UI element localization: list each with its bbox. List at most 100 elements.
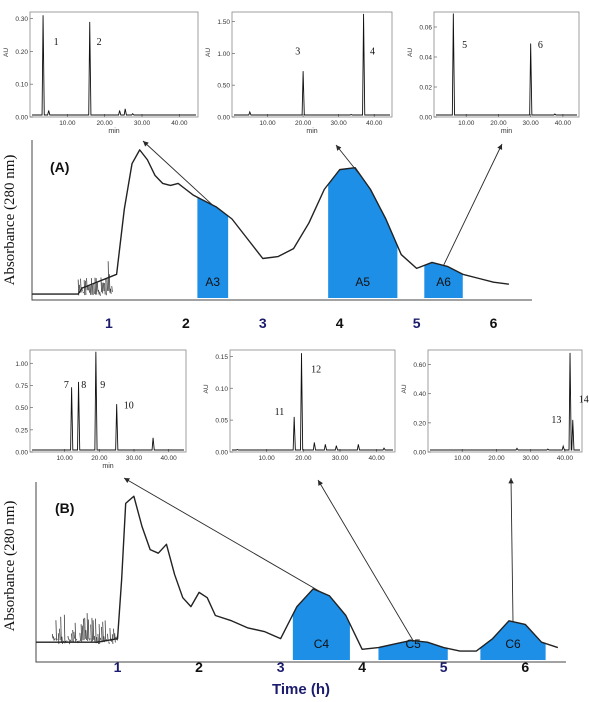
inset-frame — [29, 11, 199, 118]
y-tick-label: 0.25 — [15, 427, 28, 434]
chromatogram-trace — [234, 13, 390, 116]
y-tick-label: 0.40 — [413, 391, 426, 398]
x-tick-label: 20.00 — [295, 455, 312, 462]
y-tick-label: 1.00 — [15, 361, 28, 368]
chromatogram-trace — [436, 13, 577, 116]
x-tick-label: 10.00 — [259, 455, 276, 462]
pointer-arrow-A3 — [142, 140, 214, 206]
chromatogram-trace — [430, 352, 580, 451]
x-tick-label: 40.00 — [171, 120, 188, 127]
x-tick-label: 10.00 — [59, 120, 76, 127]
inset-chromatogram-insetC5: 0.00 0.05 0.10 0.15 10.00 20.00 30.00 40.00 AU 11… — [203, 349, 396, 462]
x-tick-label: 30.00 — [134, 120, 151, 127]
noise-trace — [51, 613, 119, 645]
absorbance-trace — [36, 495, 559, 652]
x-tick-label: 40.00 — [366, 120, 383, 127]
fraction-area-C4 — [292, 589, 350, 660]
x-tick-label: 30.00 — [523, 120, 540, 127]
x-tick-label: 2 — [182, 315, 190, 331]
inset-frame — [29, 349, 187, 453]
peak-label: 11 — [275, 407, 285, 418]
inset-chromatogram-insetA5: 0.00 0.50 1.00 1.50 10.00 20.00 30.00 40.00 AU mi… — [205, 11, 393, 135]
y-axis-label: Absorbance (280 nm) — [2, 155, 18, 286]
y-tick-label: 0.06 — [419, 25, 432, 32]
y-tick-label: 0.00 — [15, 115, 28, 122]
peak-label: 13 — [551, 415, 561, 426]
y-tick-label: 0.00 — [215, 450, 228, 457]
x-tick-label: 5 — [413, 315, 421, 331]
x-tick-label: 30.00 — [523, 455, 540, 462]
fraction-label-C6: C6 — [505, 637, 521, 651]
y-tick-label: 0.75 — [15, 383, 28, 390]
x-tick-label: 20.00 — [488, 455, 505, 462]
main-chart-panelA-main: A3 A5 A6 1 2 3 4 5 6 Absorbance (280 nm) (A) — [2, 140, 532, 331]
peak-label: 2 — [97, 37, 102, 48]
x-tick-label: 20.00 — [91, 455, 108, 462]
peak-label: 1 — [54, 37, 59, 48]
peak-label: 8 — [81, 380, 86, 391]
fraction-label-A3: A3 — [205, 275, 220, 289]
x-axis-label: min — [102, 463, 113, 470]
y-tick-label: 0.00 — [413, 450, 426, 457]
y-tick-label: 0.15 — [215, 354, 228, 361]
fraction-label-A6: A6 — [436, 275, 451, 289]
inset-frame — [231, 11, 393, 118]
chromatogram-trace — [32, 15, 196, 116]
y-tick-label: 1.00 — [217, 51, 230, 58]
x-tick-label: 10.00 — [458, 120, 475, 127]
fraction-area-A3 — [197, 197, 229, 298]
x-tick-label: 10.00 — [57, 455, 74, 462]
x-tick-label: 30.00 — [332, 455, 349, 462]
fraction-label-A5: A5 — [355, 275, 370, 289]
y-tick-label: 0.30 — [15, 16, 28, 23]
x-tick-label: 30.00 — [331, 120, 348, 127]
x-tick-label: 4 — [336, 315, 344, 331]
fraction-area-A6 — [424, 262, 463, 298]
pointer-arrow-C5 — [317, 479, 414, 641]
peak-label: 5 — [462, 40, 467, 51]
x-tick-label: 40.00 — [369, 455, 386, 462]
x-tick-label: 1 — [114, 659, 122, 675]
main-axis-frame — [31, 140, 532, 301]
x-tick-label: 20.00 — [97, 120, 114, 127]
y-tick-label: 0.02 — [419, 85, 432, 92]
inset-frame — [229, 349, 396, 453]
x-tick-label: 5 — [440, 659, 448, 675]
x-tick-label: 30.00 — [126, 455, 143, 462]
x-tick-label: 10.00 — [454, 455, 471, 462]
panel-label: (B) — [55, 500, 74, 516]
y-tick-label: 0.50 — [217, 83, 230, 90]
y-axis-label: AU — [205, 48, 212, 57]
inset-chromatogram-insetA6: 0.00 0.02 0.04 0.06 10.00 20.00 30.00 40.00 AU mi… — [407, 11, 580, 135]
y-tick-label: 1.50 — [217, 19, 230, 26]
pointer-arrow-C4 — [123, 477, 322, 593]
absorbance-trace — [32, 149, 510, 295]
x-tick-label: 10.00 — [259, 120, 276, 127]
pointer-arrow-C6 — [508, 477, 514, 622]
x-axis-label: Time (h) — [272, 681, 330, 698]
x-tick-label: 4 — [358, 659, 366, 675]
inset-chromatogram-insetA3: 0.00 0.10 0.20 0.30 10.00 20.00 30.00 40.00 AU mi… — [3, 11, 199, 135]
y-tick-label: 0.00 — [15, 450, 28, 457]
peak-label: 6 — [538, 40, 543, 51]
pointer-arrow-A6 — [443, 143, 503, 266]
y-tick-label: 0.10 — [215, 386, 228, 393]
inset-chromatogram-insetC6: 0.00 0.20 0.40 0.60 10.00 20.00 30.00 40.00 AU 13… — [401, 349, 589, 462]
x-tick-label: 3 — [259, 315, 267, 331]
y-tick-label: 0.00 — [419, 115, 432, 122]
x-tick-label: 40.00 — [557, 455, 574, 462]
x-tick-label: 20.00 — [295, 120, 312, 127]
chromatogram-trace — [32, 351, 184, 451]
x-tick-label: 20.00 — [490, 120, 507, 127]
peak-label: 7 — [64, 380, 69, 391]
main-axis-frame — [35, 482, 566, 663]
x-axis-label: min — [306, 128, 317, 135]
peak-label: 14 — [579, 394, 589, 405]
chromatogram-trace — [232, 353, 393, 451]
y-tick-label: 0.50 — [15, 405, 28, 412]
y-tick-label: 0.10 — [15, 82, 28, 89]
peak-label: 12 — [311, 364, 321, 375]
y-tick-label: 0.60 — [413, 362, 426, 369]
y-tick-label: 0.04 — [419, 55, 432, 62]
